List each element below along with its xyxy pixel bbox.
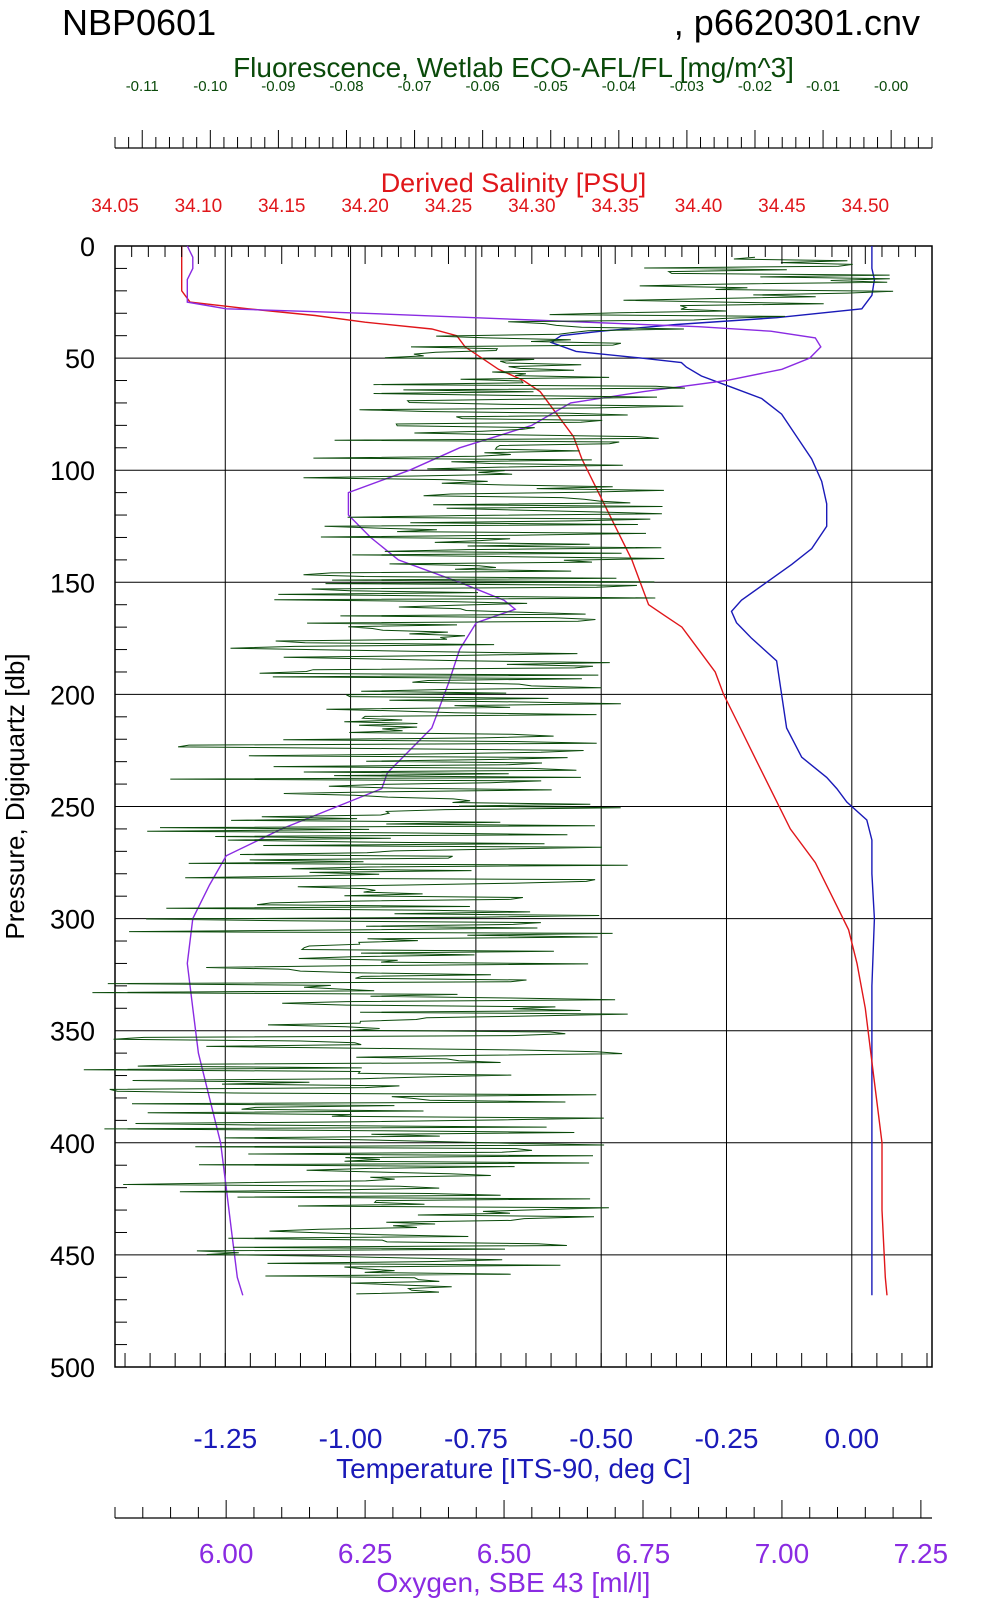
salinity-tick-label: 34.35	[591, 196, 639, 217]
oxygen-tick-label: 6.00	[199, 1538, 254, 1569]
fluorescence-series-line	[83, 256, 894, 1295]
header-right-filename: , p6620301.cnv	[673, 2, 920, 43]
salinity-tick-label: 34.20	[341, 196, 389, 217]
oxygen-tick-label: 6.75	[616, 1538, 671, 1569]
temperature-axis-title: Temperature [ITS-90, deg C]	[336, 1453, 691, 1484]
y-tick-label: 250	[50, 793, 95, 823]
fluorescence-tick-label: -0.11	[126, 78, 159, 95]
header-left-title: NBP0601	[62, 2, 217, 43]
y-axis-label: Pressure, Digiquartz [db]	[0, 653, 30, 939]
temperature-series-line	[549, 246, 876, 1296]
y-tick-label: 0	[80, 232, 95, 262]
y-tick-label: 200	[50, 680, 95, 710]
temperature-tick-label: -0.75	[444, 1423, 508, 1454]
temperature-tick-label: 0.00	[825, 1423, 880, 1454]
oxygen-tick-label: 6.50	[477, 1538, 532, 1569]
temperature-tick-label: -1.00	[319, 1423, 383, 1454]
fluorescence-tick-label: -0.01	[806, 78, 840, 95]
y-tick-label: 300	[50, 905, 95, 935]
salinity-tick-label: 34.05	[91, 196, 139, 217]
temperature-tick-label: -1.25	[193, 1423, 257, 1454]
oxygen-tick-label: 7.25	[894, 1538, 949, 1569]
fluorescence-tick-label: -0.08	[329, 78, 363, 95]
fluorescence-tick-label: -0.00	[874, 78, 908, 95]
y-tick-label: 500	[50, 1353, 95, 1383]
salinity-tick-label: 34.15	[258, 196, 306, 217]
oxygen-tick-label: 7.00	[755, 1538, 810, 1569]
series-layer	[83, 245, 894, 1296]
temperature-tick-label: -0.25	[695, 1423, 759, 1454]
y-tick-label: 100	[50, 456, 95, 486]
fluorescence-axis-title: Fluorescence, Wetlab ECO-AFL/FL [mg/m^3]	[233, 52, 794, 83]
fluorescence-tick-label: -0.05	[534, 78, 568, 95]
oxygen-tick-label: 6.25	[338, 1538, 393, 1569]
y-tick-label: 50	[65, 344, 95, 374]
salinity-tick-label: 34.30	[508, 196, 556, 217]
oxygen-series-line	[186, 245, 822, 1296]
temperature-tick-label: -0.50	[569, 1423, 633, 1454]
y-tick-label: 350	[50, 1017, 95, 1047]
y-tick-label: 400	[50, 1129, 95, 1159]
fluorescence-tick-label: -0.07	[397, 78, 431, 95]
salinity-tick-label: 34.40	[675, 196, 723, 217]
axes-layer: 0 50 100 150 200 250 300 350 400 450 500 Pressure, …	[0, 52, 948, 1598]
fluorescence-tick-label: -0.09	[261, 78, 295, 95]
y-tick-label: 150	[50, 568, 95, 598]
salinity-tick-label: 34.10	[175, 196, 223, 217]
salinity-tick-label: 34.45	[758, 196, 806, 217]
salinity-tick-label: 34.25	[425, 196, 473, 217]
fluorescence-tick-label: -0.06	[466, 78, 500, 95]
salinity-axis-title: Derived Salinity [PSU]	[381, 168, 647, 198]
fluorescence-tick-label: -0.04	[602, 78, 636, 95]
oxygen-axis-title: Oxygen, SBE 43 [ml/l]	[377, 1567, 651, 1598]
salinity-tick-label: 34.50	[842, 196, 890, 217]
fluorescence-tick-label: -0.03	[670, 78, 704, 95]
fluorescence-tick-label: -0.10	[193, 78, 227, 95]
fluorescence-tick-label: -0.02	[738, 78, 772, 95]
y-tick-label: 450	[50, 1241, 95, 1271]
